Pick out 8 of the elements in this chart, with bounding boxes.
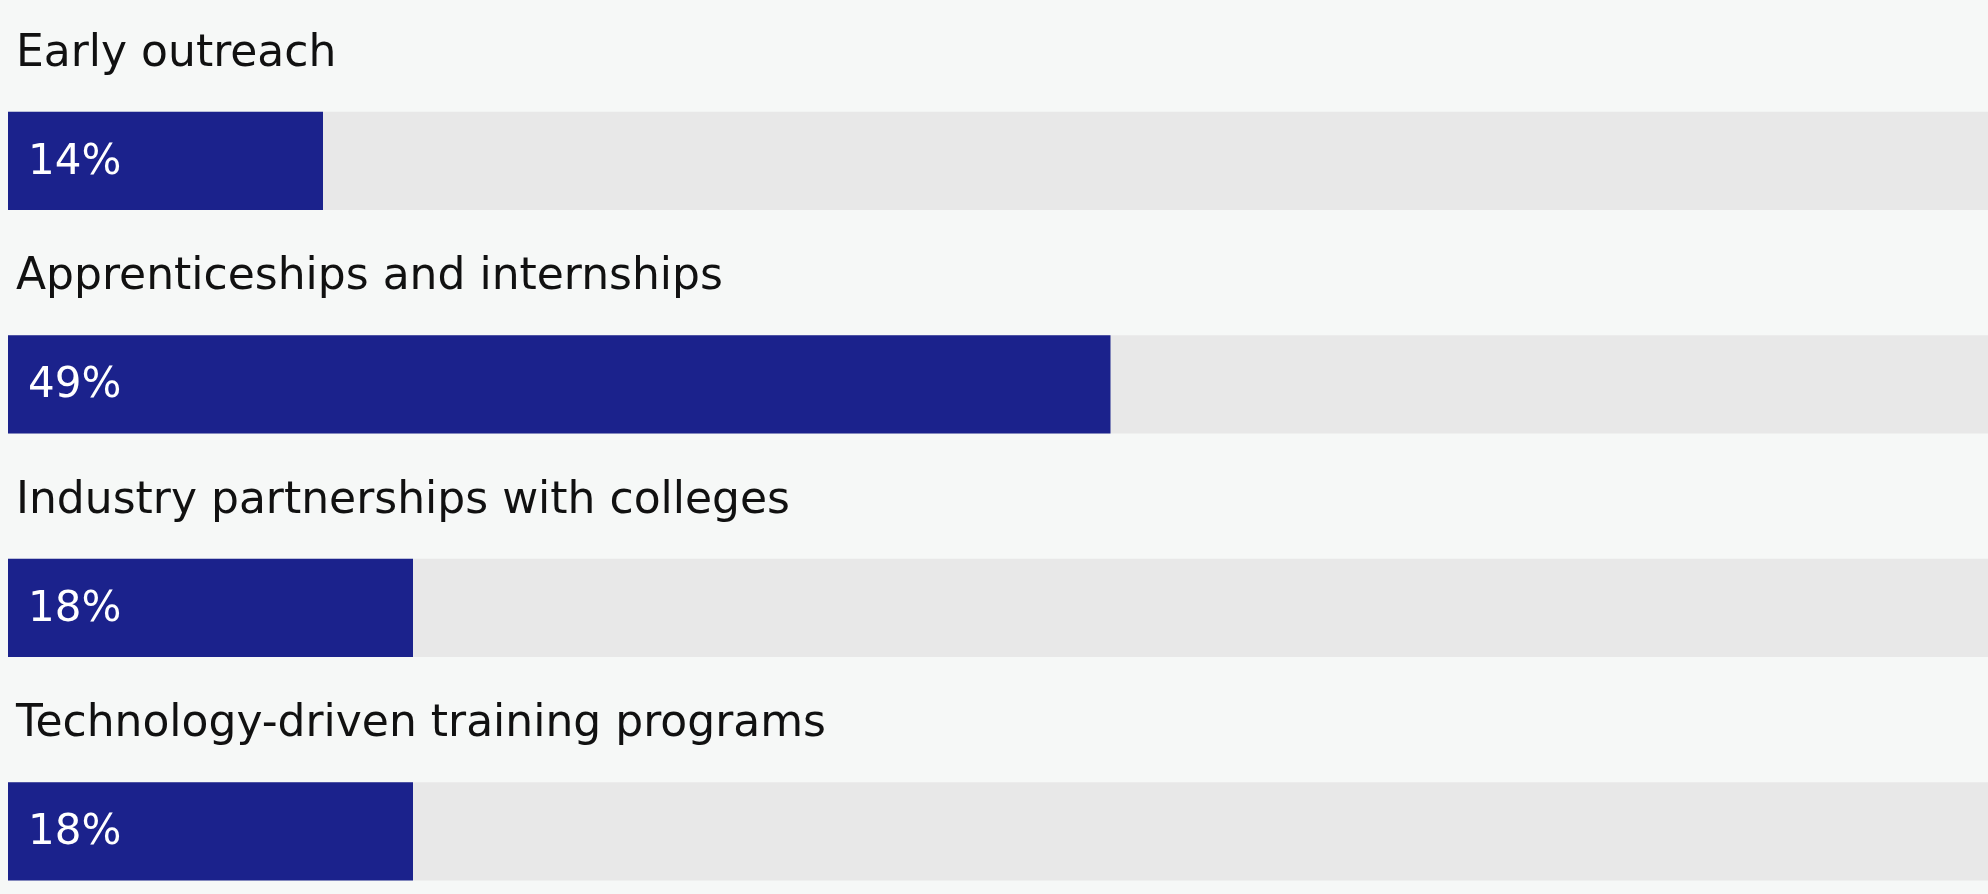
- data-label: 14%: [28, 134, 122, 184]
- y-tick-label: Technology-driven training programs: [15, 695, 826, 747]
- data-label: 18%: [28, 805, 122, 855]
- data-label: 18%: [28, 581, 122, 631]
- y-tick-label: Early outreach: [16, 24, 337, 76]
- y-tick-label: Industry partnerships with colleges: [16, 471, 791, 523]
- data-label: 49%: [28, 358, 122, 408]
- y-tick-label: Apprenticeships and internships: [16, 248, 723, 300]
